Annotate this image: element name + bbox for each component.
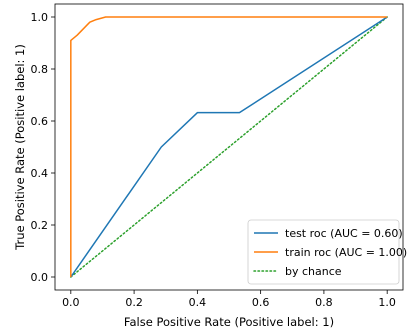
y-tick-label: 0.8 — [31, 63, 49, 76]
x-tick-label: 0.8 — [315, 296, 333, 309]
legend-entry-label: test roc (AUC = 0.60) — [285, 227, 403, 240]
series-line-1 — [70, 16, 388, 277]
y-tick-label: 0.6 — [31, 115, 49, 128]
axes-frame — [54, 3, 404, 291]
y-tick-label: 0.0 — [31, 271, 49, 284]
x-axis-ticks: 0.0 0.2 0.4 0.6 0.8 1.0 — [62, 290, 396, 309]
y-tick-label: 0.4 — [31, 167, 49, 180]
x-tick-label: 0.2 — [125, 296, 143, 309]
series-line-0 — [70, 16, 388, 278]
y-tick-label: 1.0 — [31, 11, 49, 24]
legend-entry-label: by chance — [285, 265, 342, 278]
legend: test roc (AUC = 0.60) train roc (AUC = 1.… — [247, 219, 407, 285]
plot-area — [70, 16, 388, 278]
x-tick-label: 0.4 — [189, 296, 207, 309]
y-axis-ticks: 0.0 0.2 0.4 0.6 0.8 1.0 — [31, 11, 55, 284]
legend-box — [247, 219, 400, 285]
x-tick-label: 0.0 — [62, 296, 80, 309]
y-axis-label: True Positive Rate (Positive label: 1) — [13, 44, 27, 251]
legend-entry-label: train roc (AUC = 1.00) — [285, 246, 407, 259]
series-line-2 — [70, 16, 388, 278]
x-tick-label: 1.0 — [378, 296, 396, 309]
y-tick-label: 0.2 — [31, 219, 49, 232]
x-axis-label: False Positive Rate (Positive label: 1) — [124, 315, 334, 329]
x-tick-label: 0.6 — [252, 296, 270, 309]
